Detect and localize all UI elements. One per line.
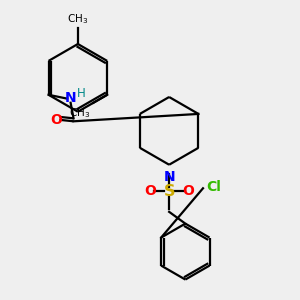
Text: N: N <box>163 170 175 184</box>
Text: H: H <box>76 87 85 101</box>
Text: O: O <box>144 184 156 198</box>
Text: O: O <box>182 184 194 198</box>
Text: CH$_3$: CH$_3$ <box>69 106 90 120</box>
Text: CH$_3$: CH$_3$ <box>67 12 88 26</box>
Text: N: N <box>65 91 76 105</box>
Text: Cl: Cl <box>206 180 221 194</box>
Text: O: O <box>50 113 62 127</box>
Text: S: S <box>164 184 175 199</box>
